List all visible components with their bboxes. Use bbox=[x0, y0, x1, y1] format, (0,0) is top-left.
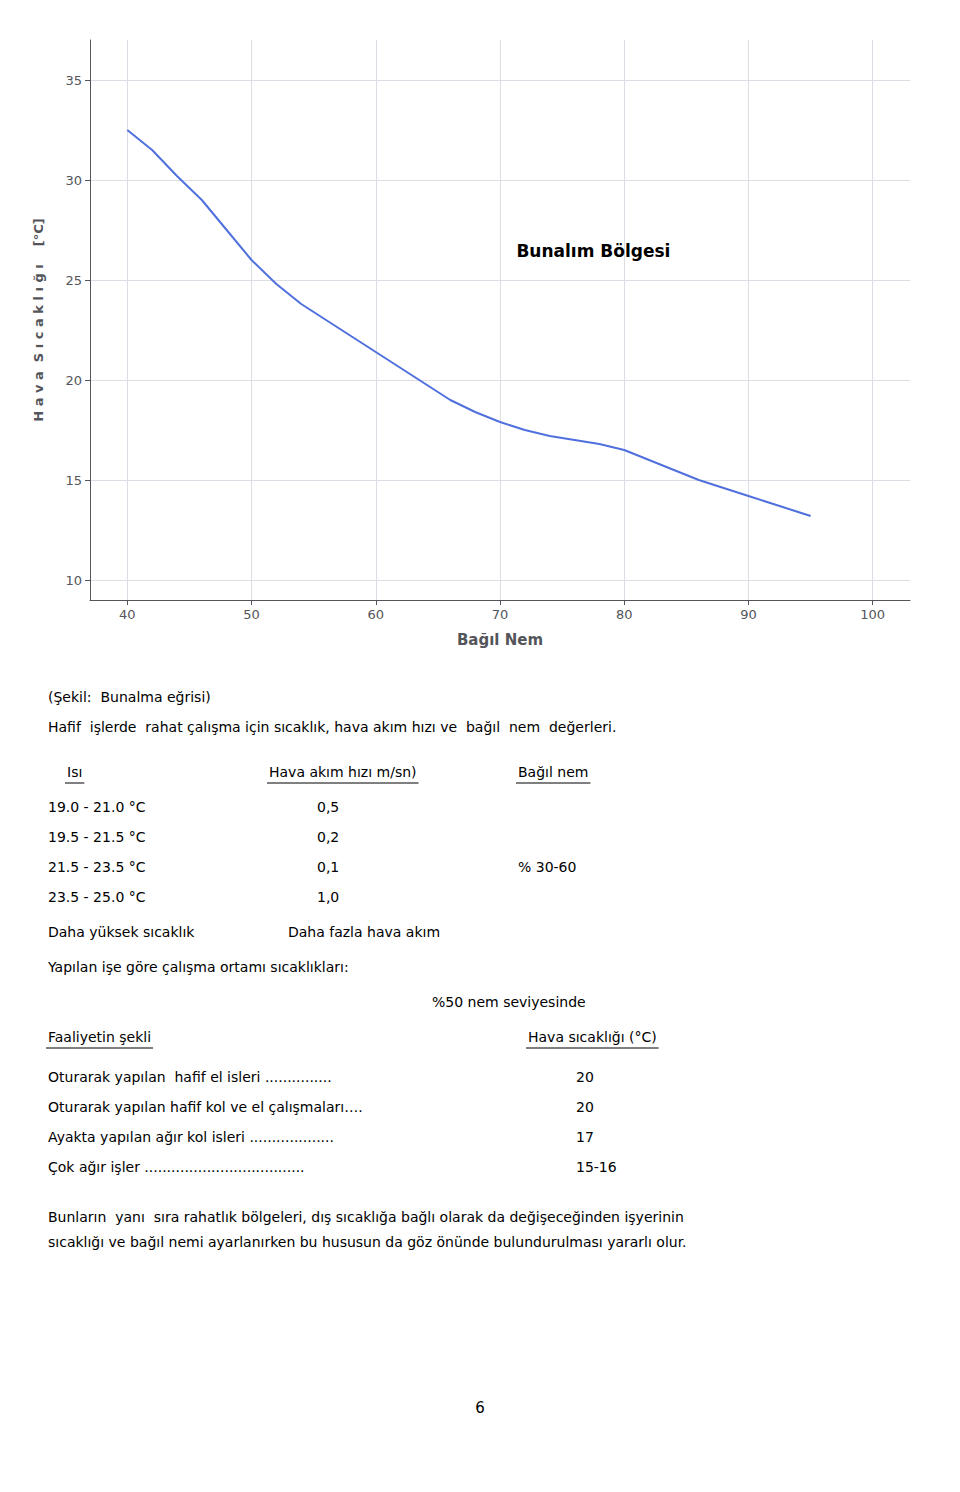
svg-text:Oturarak yapılan hafif kol ve: Oturarak yapılan hafif kol ve el çalışma… bbox=[48, 1099, 363, 1115]
svg-text:Oturarak yapılan hafif el isl: Oturarak yapılan hafif el isleri .......… bbox=[48, 1069, 332, 1085]
svg-text:%50 nem seviyesinde: %50 nem seviyesinde bbox=[432, 994, 586, 1010]
svg-text:70: 70 bbox=[492, 607, 509, 622]
svg-text:20: 20 bbox=[576, 1099, 594, 1115]
svg-text:0,5: 0,5 bbox=[317, 799, 339, 815]
svg-text:Isı: Isı bbox=[67, 764, 82, 780]
svg-text:30: 30 bbox=[65, 173, 82, 188]
svg-text:80: 80 bbox=[616, 607, 633, 622]
svg-text:40: 40 bbox=[119, 607, 136, 622]
svg-text:10: 10 bbox=[65, 573, 82, 588]
svg-text:Faaliyetin şekli: Faaliyetin şekli bbox=[48, 1029, 151, 1045]
svg-text:17: 17 bbox=[576, 1129, 594, 1145]
svg-text:19.5 - 21.5 °C: 19.5 - 21.5 °C bbox=[48, 829, 146, 845]
svg-text:15: 15 bbox=[65, 473, 82, 488]
svg-text:21.5 - 23.5 °C: 21.5 - 23.5 °C bbox=[48, 859, 146, 875]
svg-text:19.0 - 21.0 °C: 19.0 - 21.0 °C bbox=[48, 799, 146, 815]
svg-text:(Şekil: Bunalma eğrisi): (Şekil: Bunalma eğrisi) bbox=[48, 689, 211, 705]
svg-text:0,2: 0,2 bbox=[317, 829, 339, 845]
svg-text:35: 35 bbox=[65, 73, 82, 88]
svg-text:100: 100 bbox=[860, 607, 885, 622]
svg-text:25: 25 bbox=[65, 273, 82, 288]
svg-text:0,1: 0,1 bbox=[317, 859, 339, 875]
svg-text:20: 20 bbox=[576, 1069, 594, 1085]
svg-text:Çok ağır işler ...............: Çok ağır işler .........................… bbox=[48, 1159, 305, 1175]
svg-text:Bunların yanı sıra rahatlık: Bunların yanı sıra rahatlık bölgeleri, d… bbox=[48, 1209, 684, 1225]
svg-text:sıcaklığı ve bağıl nemi ayarla: sıcaklığı ve bağıl nemi ayarlanırken bu … bbox=[48, 1234, 687, 1250]
svg-text:Daha yüksek sıcaklık: Daha yüksek sıcaklık bbox=[48, 924, 195, 940]
svg-text:Bunalım Bölgesi: Bunalım Bölgesi bbox=[516, 241, 670, 261]
svg-text:% 30-60: % 30-60 bbox=[518, 859, 576, 875]
svg-text:Hafif işlerde rahat çalışma: Hafif işlerde rahat çalışma için sıcaklı… bbox=[48, 719, 616, 735]
svg-text:Hava sıcaklığı (°C): Hava sıcaklığı (°C) bbox=[528, 1029, 657, 1045]
svg-text:60: 60 bbox=[367, 607, 384, 622]
svg-text:Yapılan işe göre çalışma ortam: Yapılan işe göre çalışma ortamı sıcaklık… bbox=[47, 959, 349, 975]
svg-text:Hava akım hızı m/sn): Hava akım hızı m/sn) bbox=[269, 764, 417, 780]
svg-text:Bağıl nem: Bağıl nem bbox=[518, 764, 588, 780]
svg-text:6: 6 bbox=[475, 1399, 485, 1417]
svg-text:23.5 - 25.0 °C: 23.5 - 25.0 °C bbox=[48, 889, 146, 905]
svg-text:Ayakta yapılan ağır kol isleri: Ayakta yapılan ağır kol isleri .........… bbox=[48, 1129, 334, 1145]
svg-text:H a v a S ı c a k l ı ğ ı: H a v a S ı c a k l ı ğ ı [°C] bbox=[31, 218, 46, 421]
svg-text:Bağıl Nem: Bağıl Nem bbox=[457, 631, 543, 649]
svg-text:1,0: 1,0 bbox=[317, 889, 339, 905]
svg-text:90: 90 bbox=[740, 607, 757, 622]
svg-text:Daha fazla hava akım: Daha fazla hava akım bbox=[288, 924, 440, 940]
svg-text:15-16: 15-16 bbox=[576, 1159, 617, 1175]
svg-text:20: 20 bbox=[65, 373, 82, 388]
svg-text:50: 50 bbox=[243, 607, 260, 622]
